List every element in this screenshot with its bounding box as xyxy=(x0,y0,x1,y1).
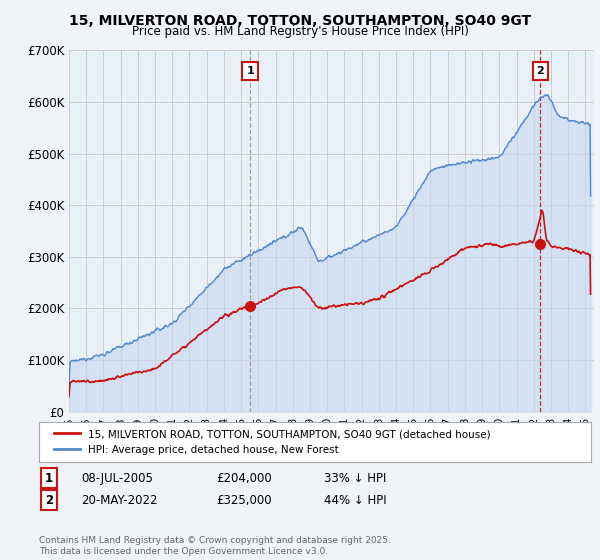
Text: 33% ↓ HPI: 33% ↓ HPI xyxy=(324,472,386,484)
Text: Price paid vs. HM Land Registry's House Price Index (HPI): Price paid vs. HM Land Registry's House … xyxy=(131,25,469,38)
Text: 15, MILVERTON ROAD, TOTTON, SOUTHAMPTON, SO40 9GT: 15, MILVERTON ROAD, TOTTON, SOUTHAMPTON,… xyxy=(69,14,531,28)
Text: 2: 2 xyxy=(536,66,544,76)
Text: 1: 1 xyxy=(246,66,254,76)
Text: 44% ↓ HPI: 44% ↓ HPI xyxy=(324,494,386,507)
Text: 2: 2 xyxy=(45,494,53,507)
Text: £325,000: £325,000 xyxy=(216,494,272,507)
Text: £204,000: £204,000 xyxy=(216,472,272,484)
Text: 1: 1 xyxy=(45,472,53,484)
Legend: 15, MILVERTON ROAD, TOTTON, SOUTHAMPTON, SO40 9GT (detached house), HPI: Average: 15, MILVERTON ROAD, TOTTON, SOUTHAMPTON,… xyxy=(50,425,495,459)
Text: 20-MAY-2022: 20-MAY-2022 xyxy=(81,494,157,507)
Text: Contains HM Land Registry data © Crown copyright and database right 2025.
This d: Contains HM Land Registry data © Crown c… xyxy=(39,536,391,556)
Text: 08-JUL-2005: 08-JUL-2005 xyxy=(81,472,153,484)
